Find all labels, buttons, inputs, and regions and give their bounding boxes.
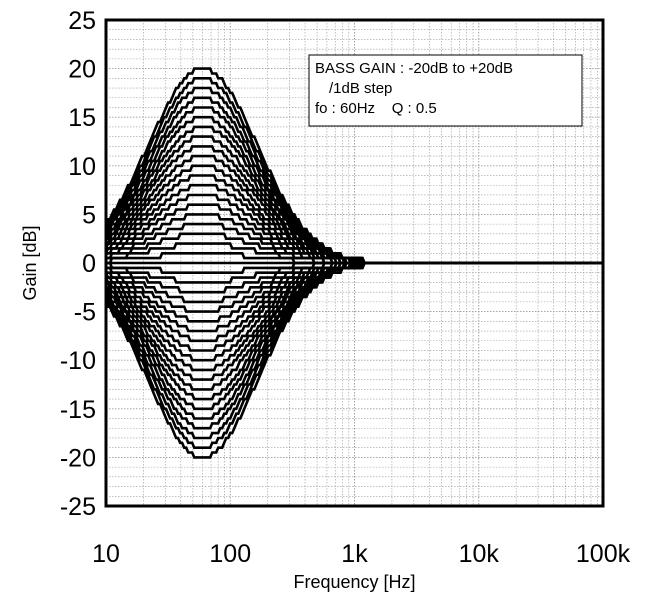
x-tick-label: 1k (341, 540, 368, 568)
y-tick-label: -15 (60, 396, 96, 424)
y-tick-label: 20 (68, 56, 96, 84)
y-tick-label: 15 (68, 104, 96, 132)
annotation-line: fo : 60Hz Q : 0.5 (315, 100, 437, 117)
response-curves (104, 67, 603, 459)
annotation-box: BASS GAIN : -20dB to +20dB /1dB step fo … (308, 54, 583, 127)
x-tick-label: 100 (209, 540, 251, 568)
y-tick-label: 10 (68, 153, 96, 181)
y-axis-title: Gain [dB] (20, 225, 40, 300)
y-tick-label: -10 (60, 347, 96, 375)
y-tick-label: 0 (82, 250, 96, 278)
y-tick-label: 25 (68, 7, 96, 35)
x-tick-label: 10k (459, 540, 500, 568)
annotation-frame (308, 54, 583, 127)
x-tick-labels: 10 100 1k 10k 100k (92, 540, 631, 568)
annotation-line: /1dB step (329, 80, 392, 97)
y-tick-label: -20 (60, 444, 96, 472)
y-tick-label: -25 (60, 493, 96, 521)
y-tick-label: -5 (74, 299, 96, 327)
x-tick-label: 10 (92, 540, 120, 568)
y-tick-label: 5 (82, 201, 96, 229)
y-tick-labels: 25 20 15 10 5 0 -5 -10 -15 -20 -25 (60, 7, 96, 521)
plot-frame (104, 18, 605, 508)
x-axis-title: Frequency [Hz] (293, 572, 415, 592)
gain-curve (104, 67, 603, 265)
annotation-line: BASS GAIN : -20dB to +20dB (315, 60, 513, 77)
x-tick-label: 100k (576, 540, 631, 568)
